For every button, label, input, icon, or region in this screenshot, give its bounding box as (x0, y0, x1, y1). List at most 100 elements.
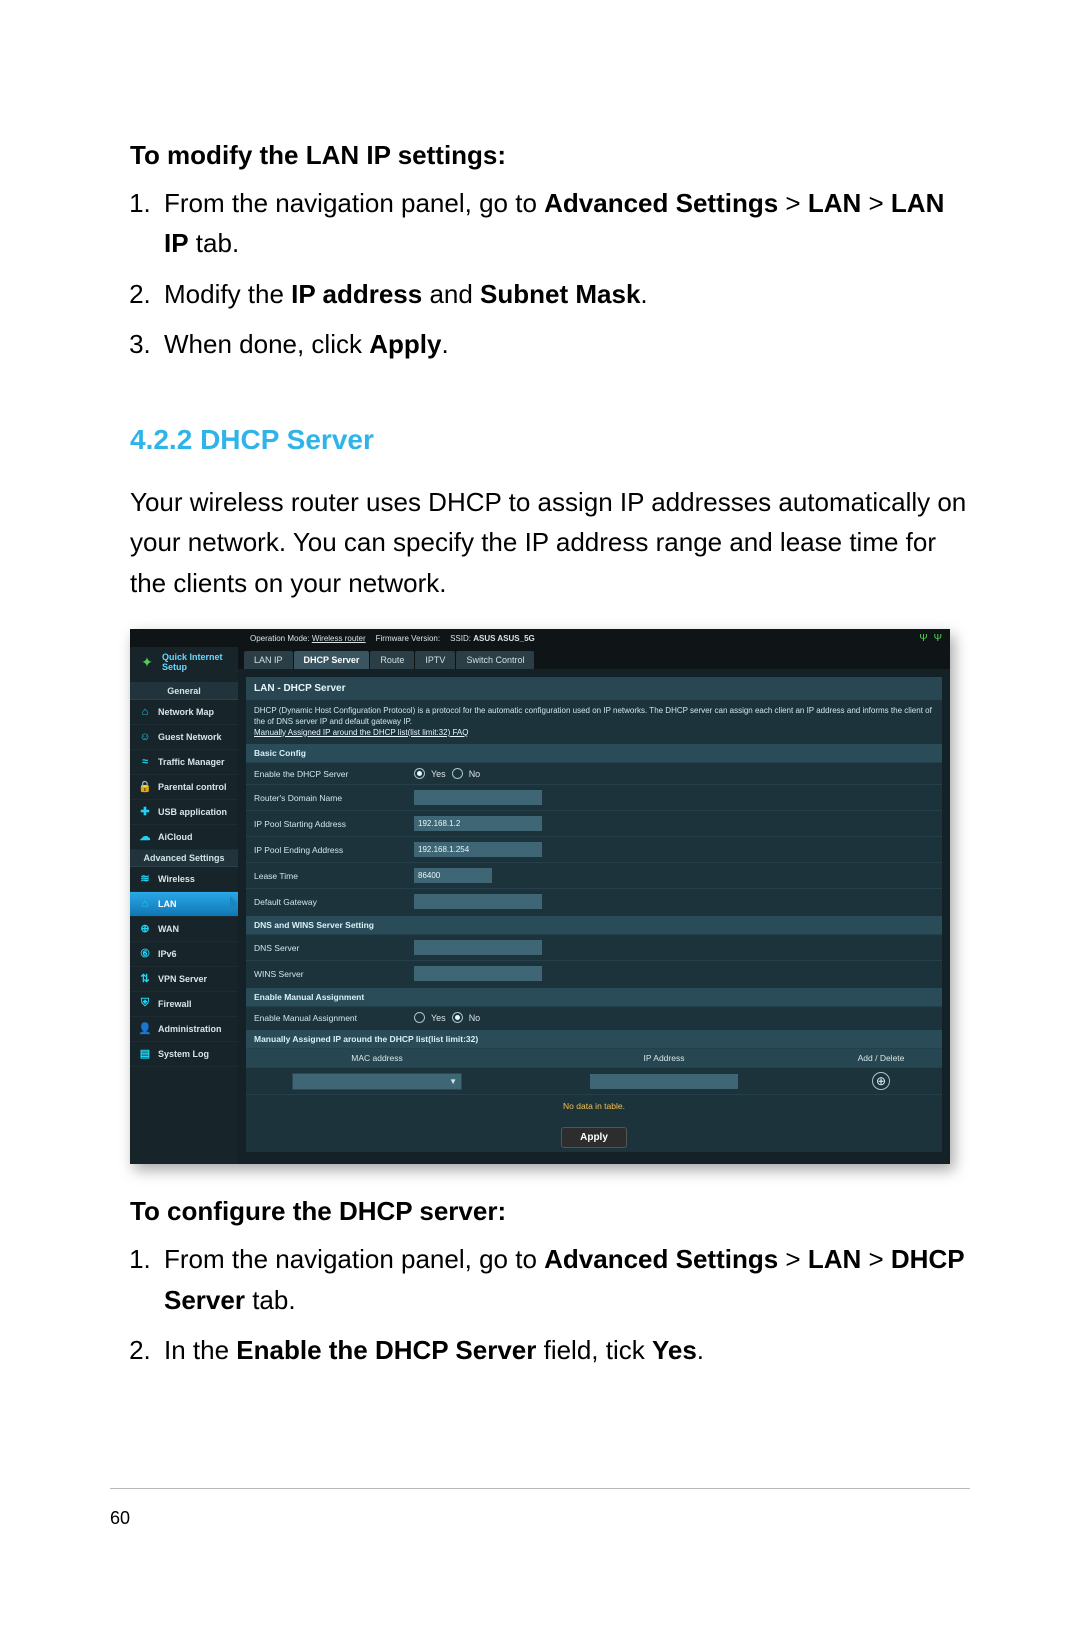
dns-server-input[interactable] (414, 940, 542, 955)
sidebar-item-firewall[interactable]: ⛨ Firewall (130, 992, 238, 1017)
tab-dhcp-server[interactable]: DHCP Server (294, 651, 370, 669)
sidebar-item-label: Traffic Manager (158, 757, 225, 767)
default-gateway-input[interactable] (414, 894, 542, 909)
sidebar-item-usb-application[interactable]: ✚ USB application (130, 800, 238, 825)
page-number: 60 (110, 1508, 130, 1529)
tab-switch-control[interactable]: Switch Control (456, 651, 534, 669)
nav-header-advanced: Advanced Settings (130, 850, 238, 867)
sidebar-item-parental-control[interactable]: 🔒 Parental control (130, 775, 238, 800)
nav-icon: ☁ (138, 830, 152, 844)
nav-icon: ⌂ (138, 897, 152, 911)
sidebar-item-wan[interactable]: ⊕WAN (130, 917, 238, 942)
main-panel: LAN IPDHCP ServerRouteIPTVSwitch Control… (238, 647, 950, 1164)
ip-end-input[interactable] (414, 842, 542, 857)
manual-yes-radio[interactable] (414, 1012, 425, 1023)
enable-dhcp-no-radio[interactable] (452, 768, 463, 779)
sidebar-item-aicloud[interactable]: ☁ AiCloud (130, 825, 238, 850)
modify-steps: From the navigation panel, go to Advance… (130, 183, 970, 364)
sidebar-item-label: Firewall (158, 999, 192, 1009)
quick-internet-setup[interactable]: ✦ Quick InternetSetup (130, 647, 238, 683)
nav-icon: 🔒 (138, 780, 152, 794)
sidebar-item-vpn-server[interactable]: ⇅ VPN Server (130, 967, 238, 992)
sidebar-item-system-log[interactable]: ▤ System Log (130, 1042, 238, 1067)
mac-select[interactable]: ▼ (292, 1073, 462, 1090)
ip-address-input[interactable] (590, 1074, 738, 1089)
sidebar-item-label: IPv6 (158, 949, 177, 959)
modify-heading: To modify the LAN IP settings: (130, 140, 970, 171)
manual-assignment-label: Enable Manual Assignment (254, 1013, 414, 1023)
manual-no-radio[interactable] (452, 1012, 463, 1023)
status-bar: Operation Mode: Wireless router Firmware… (130, 629, 950, 647)
sidebar-item-label: Parental control (158, 782, 227, 792)
tab-route[interactable]: Route (370, 651, 414, 669)
modify-step-1: From the navigation panel, go to Advance… (158, 183, 970, 264)
nav-icon: ✚ (138, 805, 152, 819)
usb-icon: Ψ (934, 633, 942, 644)
sidebar-item-label: USB application (158, 807, 227, 817)
lease-time-input[interactable] (414, 868, 492, 883)
faq-link[interactable]: Manually Assigned IP around the DHCP lis… (254, 728, 468, 737)
tab-lan-ip[interactable]: LAN IP (244, 651, 293, 669)
chevron-down-icon: ▼ (449, 1077, 457, 1086)
sidebar-item-label: Administration (158, 1024, 222, 1034)
sidebar-item-label: Network Map (158, 707, 214, 717)
dns-server-label: DNS Server (254, 943, 414, 953)
basic-config-header: Basic Config (246, 744, 942, 762)
nav-icon: ≈ (138, 755, 152, 769)
nav-icon: ☺ (138, 730, 152, 744)
sidebar-item-network-map[interactable]: ⌂ Network Map (130, 700, 238, 725)
no-data-message: No data in table. (246, 1094, 942, 1117)
sidebar-item-label: AiCloud (158, 832, 193, 842)
sidebar-item-label: LAN (158, 899, 177, 909)
enable-dhcp-yes-radio[interactable] (414, 768, 425, 779)
nav-icon: ▤ (138, 1047, 152, 1061)
enable-dhcp-label: Enable the DHCP Server (254, 769, 414, 779)
tab-iptv[interactable]: IPTV (415, 651, 455, 669)
dns-wins-header: DNS and WINS Server Setting (246, 916, 942, 934)
default-gateway-label: Default Gateway (254, 897, 414, 907)
panel-title: LAN - DHCP Server (246, 677, 942, 700)
sidebar-item-guest-network[interactable]: ☺ Guest Network (130, 725, 238, 750)
manual-assignment-header: Enable Manual Assignment (246, 988, 942, 1006)
footer-rule (110, 1488, 970, 1489)
sidebar-item-traffic-manager[interactable]: ≈ Traffic Manager (130, 750, 238, 775)
section-heading: 4.2.2 DHCP Server (130, 424, 970, 456)
sidebar-item-label: Guest Network (158, 732, 222, 742)
ip-start-input[interactable] (414, 816, 542, 831)
lease-time-label: Lease Time (254, 871, 414, 881)
sidebar-item-label: System Log (158, 1049, 209, 1059)
modify-step-3: When done, click Apply. (158, 324, 970, 364)
configure-step-2: In the Enable the DHCP Server field, tic… (158, 1330, 970, 1370)
table-header: MAC address IP Address Add / Delete (246, 1048, 942, 1067)
sidebar-item-administration[interactable]: 👤 Administration (130, 1017, 238, 1042)
nav-header-general: General (130, 683, 238, 700)
nav-icon: ⑥ (138, 947, 152, 961)
configure-heading: To configure the DHCP server: (130, 1196, 970, 1227)
wins-server-input[interactable] (414, 966, 542, 981)
router-screenshot: Operation Mode: Wireless router Firmware… (130, 629, 950, 1164)
sidebar: ✦ Quick InternetSetup General ⌂ Network M… (130, 647, 238, 1164)
sidebar-item-lan[interactable]: ⌂ LAN (130, 892, 238, 917)
domain-name-input[interactable] (414, 790, 542, 805)
ip-end-label: IP Pool Ending Address (254, 845, 414, 855)
add-button[interactable]: ⊕ (872, 1072, 890, 1090)
domain-name-label: Router's Domain Name (254, 793, 414, 803)
nav-icon: ⌂ (138, 705, 152, 719)
wins-server-label: WINS Server (254, 969, 414, 979)
manual-list-header: Manually Assigned IP around the DHCP lis… (246, 1030, 942, 1048)
nav-icon: ⇅ (138, 972, 152, 986)
usb-icon: Ψ (919, 633, 927, 644)
nav-icon: ≋ (138, 872, 152, 886)
sidebar-item-wireless[interactable]: ≋Wireless (130, 867, 238, 892)
apply-button[interactable]: Apply (561, 1127, 627, 1148)
ip-start-label: IP Pool Starting Address (254, 819, 414, 829)
nav-icon: ⛨ (138, 997, 152, 1011)
modify-step-2: Modify the IP address and Subnet Mask. (158, 274, 970, 314)
sidebar-item-ipv6[interactable]: ⑥ IPv6 (130, 942, 238, 967)
table-input-row: ▼ ⊕ (246, 1067, 942, 1094)
tabs: LAN IPDHCP ServerRouteIPTVSwitch Control (238, 647, 950, 669)
nav-icon: ⊕ (138, 922, 152, 936)
sidebar-item-label: VPN Server (158, 974, 207, 984)
configure-step-1: From the navigation panel, go to Advance… (158, 1239, 970, 1320)
nav-icon: 👤 (138, 1022, 152, 1036)
